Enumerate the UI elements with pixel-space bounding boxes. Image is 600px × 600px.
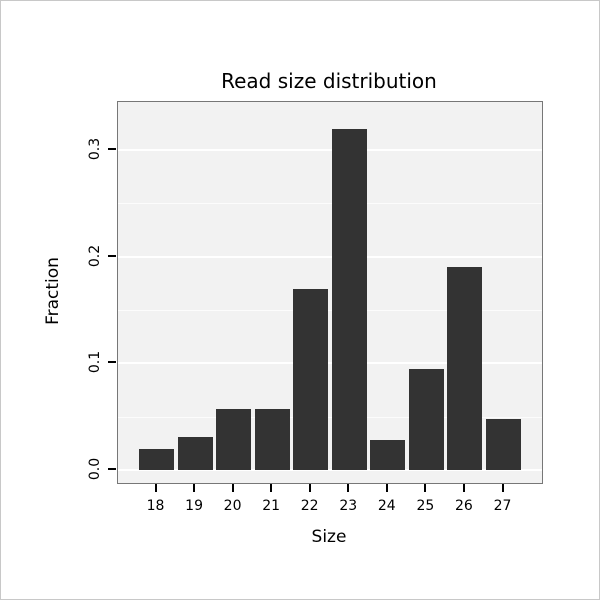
y-tick-mark <box>108 361 116 364</box>
major-gridline <box>118 362 542 365</box>
x-tick-mark <box>270 484 273 492</box>
y-tick-label: 0.3 <box>87 137 103 161</box>
y-tick-mark <box>108 148 116 150</box>
y-tick-mark <box>108 468 116 470</box>
y-tick-mark <box>108 254 116 257</box>
x-tick-mark <box>501 484 504 492</box>
x-tick-label: 19 <box>185 498 204 514</box>
x-tick-mark <box>154 484 157 492</box>
y-tick-label: 0.0 <box>87 457 103 481</box>
y-tick-label: 0.1 <box>87 351 103 374</box>
bar-size-19 <box>177 436 213 470</box>
x-tick-label: 21 <box>262 498 281 514</box>
minor-gridline <box>118 203 542 205</box>
x-tick-label: 26 <box>454 498 473 514</box>
chart-panel <box>117 101 543 484</box>
x-tick-mark <box>231 484 234 492</box>
x-axis-label: Size <box>311 527 347 547</box>
x-tick-mark <box>462 484 465 492</box>
x-tick-mark <box>347 484 350 492</box>
major-gridline <box>118 469 542 471</box>
x-tick-label: 27 <box>493 498 512 514</box>
minor-gridline <box>118 416 542 418</box>
x-tick-label: 18 <box>146 498 165 514</box>
bar-size-24 <box>370 440 406 470</box>
bar-size-18 <box>139 448 174 470</box>
x-tick-mark <box>424 484 427 492</box>
x-tick-label: 23 <box>339 498 358 514</box>
bar-size-26 <box>447 267 483 470</box>
x-tick-label: 20 <box>223 498 242 514</box>
x-tick-label: 22 <box>300 498 319 514</box>
major-gridline <box>118 149 542 151</box>
x-tick-mark <box>193 484 196 492</box>
bar-size-23 <box>331 128 367 470</box>
bar-size-20 <box>216 409 252 470</box>
x-tick-mark <box>308 484 311 492</box>
bar-size-21 <box>254 409 290 470</box>
x-tick-mark <box>385 484 388 492</box>
x-tick-label: 24 <box>377 498 396 514</box>
bar-size-27 <box>486 418 521 470</box>
minor-gridline <box>118 310 542 311</box>
y-axis-label: Fraction <box>43 257 63 325</box>
y-tick-label: 0.2 <box>87 244 103 267</box>
bar-size-22 <box>293 288 329 470</box>
chart-title: Read size distribution <box>221 69 437 93</box>
bar-size-25 <box>408 368 444 470</box>
x-tick-label: 25 <box>416 498 435 514</box>
major-gridline <box>118 255 542 258</box>
